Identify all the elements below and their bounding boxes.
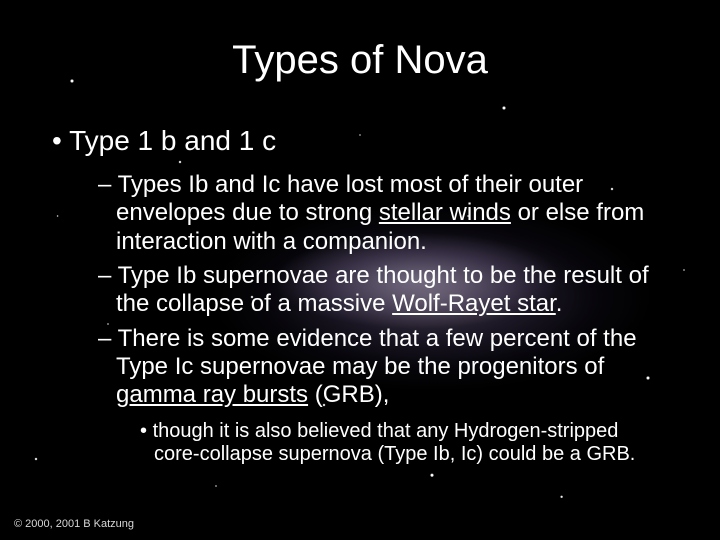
link-gamma-ray-bursts[interactable]: gamma ray bursts [116, 381, 308, 408]
bullet-level3-item: though it is also believed that any Hydr… [140, 420, 660, 467]
bullet-level1: Type 1 b and 1 c [52, 125, 680, 157]
link-stellar-winds[interactable]: stellar winds [379, 199, 511, 226]
bullet-text-post: . [556, 290, 563, 317]
bullet-level2-item: Type Ib supernovae are thought to be the… [98, 262, 660, 319]
bullet-level2-item: There is some evidence that a few percen… [98, 325, 660, 410]
link-wolf-rayet[interactable]: Wolf-Rayet star [392, 290, 556, 317]
slide-title: Types of Nova [40, 38, 680, 83]
bullet-text-pre: Type Ib supernovae are thought to be the… [116, 262, 649, 317]
bullet-level2-item: Types Ib and Ic have lost most of their … [98, 171, 660, 256]
copyright-text: © 2000, 2001 B Katzung [14, 518, 134, 530]
bullet-text-post: (GRB), [308, 381, 389, 408]
slide-content: Types of Nova Type 1 b and 1 c Types Ib … [0, 0, 720, 467]
bullet-text-pre: There is some evidence that a few percen… [116, 325, 637, 380]
